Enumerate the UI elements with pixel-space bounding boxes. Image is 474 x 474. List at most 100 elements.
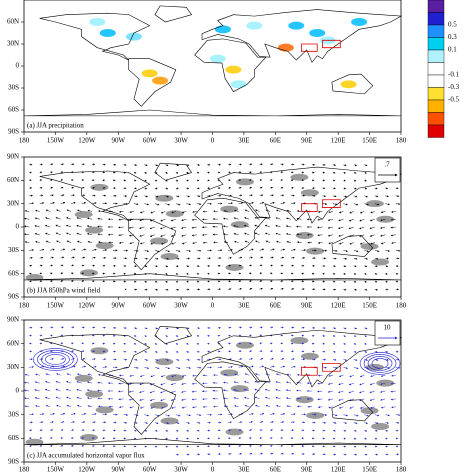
vector-arrow: [60, 334, 64, 337]
vector-arrow: [234, 373, 239, 376]
vector-arrow: [265, 209, 271, 212]
vector-arrow: [359, 406, 365, 409]
vector-arrow: [374, 445, 378, 448]
vector-arrow: [76, 381, 82, 384]
vector-arrow: [385, 288, 389, 291]
vector-arrow: [264, 388, 271, 392]
lat-tick-label: 90N: [7, 316, 19, 324]
lon-tick-label: 150E: [362, 466, 377, 474]
vector-arrow: [391, 241, 396, 244]
vector-arrow: [175, 164, 180, 167]
vector-arrow: [175, 445, 179, 448]
vector-arrow: [259, 437, 263, 440]
vector-arrow: [249, 326, 253, 329]
colorbar-label: 0.3: [448, 33, 457, 41]
vector-arrow: [349, 406, 354, 409]
shading-patch: [340, 80, 357, 89]
lat-tick-label: 30N: [7, 363, 19, 371]
vector-arrow: [249, 248, 254, 251]
significance-patch: [79, 434, 98, 442]
vector-arrow: [170, 234, 176, 237]
vector-arrow: [139, 234, 145, 237]
vector-arrow: [364, 265, 368, 268]
vector-arrow: [44, 388, 51, 392]
vector-arrow: [154, 445, 158, 448]
vector-arrow: [280, 334, 284, 337]
vector-arrow: [244, 373, 250, 376]
vector-arrow: [186, 358, 190, 361]
vector-arrow: [270, 280, 273, 283]
vector-arrow: [249, 429, 253, 432]
vector-arrow: [222, 225, 229, 228]
vector-arrow: [369, 218, 375, 222]
vector-arrow: [55, 388, 61, 392]
vector-arrow: [77, 373, 82, 376]
vector-arrow: [280, 421, 285, 424]
vector-arrow: [317, 234, 323, 237]
lat-tick-label: 90S: [8, 128, 19, 136]
vector-arrow: [86, 217, 93, 220]
vector-arrow: [133, 257, 138, 260]
colorbar-segment: [427, 99, 445, 113]
vector-arrow: [71, 412, 76, 415]
vector-arrow: [133, 249, 139, 252]
vector-arrow: [343, 445, 347, 448]
vector-arrow: [353, 179, 357, 182]
vector-arrow: [374, 187, 378, 190]
significance-patch: [306, 247, 325, 255]
label-box: [25, 120, 125, 131]
vector-arrow: [34, 217, 40, 220]
lat-tick-label: 0: [16, 62, 20, 70]
significance-patch: [74, 211, 93, 219]
vector-arrow: [364, 359, 368, 361]
vector-arrow: [222, 389, 229, 392]
vector-arrow: [97, 225, 103, 228]
vector-arrow: [139, 242, 145, 245]
vector-arrow: [332, 249, 338, 252]
vector-arrow: [192, 242, 197, 245]
colorbar-segment: [427, 62, 445, 76]
vector-arrow: [144, 327, 148, 330]
vector-arrow: [380, 398, 386, 401]
vector-arrow: [385, 453, 389, 456]
vector-arrow: [175, 437, 179, 440]
vector-arrow: [249, 163, 253, 166]
vector-arrow: [349, 211, 354, 214]
vector-arrow: [385, 203, 390, 206]
vector-arrow: [97, 381, 103, 384]
vector-arrow: [353, 187, 357, 190]
vector-arrow: [150, 406, 155, 409]
vector-arrow: [144, 250, 150, 252]
vector-arrow: [175, 429, 179, 432]
vector-arrow: [249, 256, 253, 259]
vector-arrow: [285, 225, 292, 228]
vector-arrow: [133, 358, 138, 361]
vector-arrow: [133, 203, 139, 206]
vector-arrow: [285, 233, 292, 236]
vector-arrow: [181, 218, 187, 222]
vector-arrow: [81, 186, 85, 189]
significance-patch: [165, 210, 184, 218]
lat-tick-label: 60N: [7, 176, 19, 184]
vector-arrow: [24, 397, 30, 400]
vector-arrow: [270, 445, 273, 447]
vector-arrow: [280, 413, 286, 415]
vector-arrow: [154, 187, 158, 190]
vector-arrow: [332, 288, 337, 291]
vector-arrow: [276, 240, 281, 243]
vector-arrow: [81, 421, 86, 424]
vector-arrow: [238, 429, 242, 432]
vector-arrow: [160, 374, 166, 378]
vector-arrow: [353, 288, 358, 291]
vector-arrow: [186, 453, 190, 456]
vector-arrow: [191, 234, 197, 237]
vector-arrow: [165, 414, 170, 417]
vector-arrow: [255, 404, 260, 408]
vector-arrow: [265, 232, 271, 236]
shading-patch: [99, 29, 116, 37]
vector-arrow: [296, 225, 302, 228]
vector-arrow: [165, 257, 170, 260]
significance-patch: [295, 232, 314, 240]
vector-arrow: [380, 406, 386, 409]
vector-arrow: [170, 382, 176, 386]
